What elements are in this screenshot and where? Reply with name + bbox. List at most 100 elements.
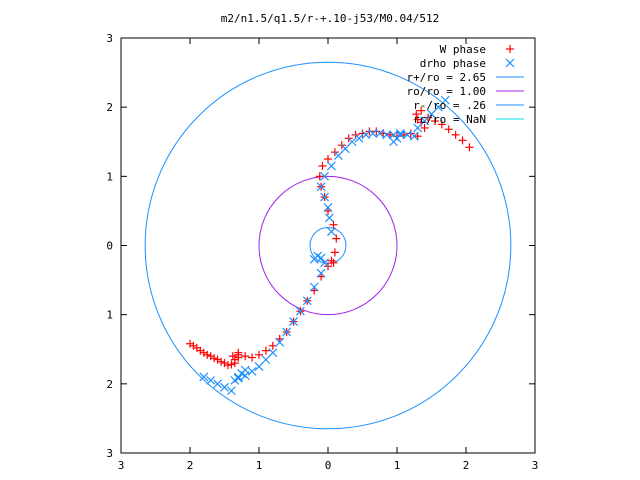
marker-stroke (309, 282, 319, 292)
drho-phase-point (440, 95, 450, 105)
marker-stroke (433, 102, 443, 112)
x-tick-label: 1 (394, 459, 401, 472)
drho-phase-point (333, 151, 343, 161)
w-phase-point (318, 161, 327, 170)
marker-stroke (440, 95, 450, 105)
marker-stroke (316, 253, 326, 263)
drho-phase-point (427, 109, 436, 119)
w-phase-point (412, 110, 421, 119)
x-tick-label: 3 (118, 459, 125, 472)
marker-stroke (382, 130, 392, 140)
marker-stroke (347, 137, 357, 147)
w-phase-point (372, 127, 381, 136)
w-phase-point (451, 130, 460, 139)
y-tick-label: 3 (106, 447, 113, 460)
w-phase-point (248, 353, 257, 362)
legend-label: rc/ro = NaN (413, 113, 486, 126)
x-tick-label: 3 (532, 459, 539, 472)
y-tick-labels: 3 2 1 0 1 2 3 (106, 32, 113, 460)
drho-phase-point (396, 129, 405, 138)
drho-phase-point (240, 371, 250, 380)
w-phase-point (220, 359, 229, 368)
marker-stroke (275, 337, 285, 347)
drho-phase-point (268, 348, 278, 358)
marker-stroke (389, 137, 398, 147)
marker-stroke (247, 366, 257, 376)
w-phase-point (210, 354, 219, 363)
circle-curve (258, 175, 398, 316)
marker-stroke (206, 375, 216, 385)
w-phase-point (458, 136, 467, 145)
w-phase-point (223, 361, 232, 370)
marker-stroke (316, 268, 326, 278)
drho-phase-point (320, 258, 329, 268)
drho-phase-point (382, 130, 392, 140)
drho-phase-point (247, 366, 257, 376)
w-phase-point (234, 350, 243, 359)
w-phase-point (189, 341, 198, 350)
marker-stroke (340, 144, 350, 154)
w-phase-point (230, 359, 239, 368)
marker-stroke (289, 317, 298, 327)
drho-phase-point (420, 116, 430, 126)
x-tick-label: 1 (256, 459, 263, 472)
w-phase-point (315, 172, 324, 181)
marker-stroke (375, 129, 385, 138)
drho-phase-point (316, 182, 326, 192)
drho-phase-point (375, 129, 385, 138)
circle-curve (144, 61, 512, 430)
y-tick-label: 3 (106, 32, 113, 45)
marker-stroke (505, 58, 515, 68)
w-phase-point (196, 346, 205, 355)
x-tick-label: 0 (325, 459, 332, 472)
y-tick-label: 2 (106, 101, 113, 114)
marker-stroke (427, 109, 436, 119)
drho-phase-point (213, 379, 223, 389)
w-phase-point (261, 346, 270, 355)
marker-stroke (213, 379, 223, 389)
w-phase-point (228, 352, 237, 361)
legend-label: ro/ro = 1.00 (407, 85, 486, 98)
w-phase-point (206, 352, 215, 361)
drho-phase-point (361, 130, 371, 140)
w-phase-point (255, 350, 263, 359)
drho-phase-point (261, 355, 271, 365)
drho-phase-point (295, 306, 305, 316)
marker-stroke (199, 372, 209, 382)
marker-stroke (420, 116, 430, 126)
drho-phase-point (302, 296, 312, 306)
drho-phase-point (354, 133, 364, 143)
legend-label: drho phase (420, 57, 486, 70)
marker-stroke (261, 355, 271, 365)
legend-label: W phase (440, 43, 486, 56)
w-phase-point (329, 220, 338, 229)
w-phase-point (437, 120, 446, 129)
marker-stroke (320, 192, 329, 202)
drho-phase-point (324, 213, 334, 223)
drho-phase-point (289, 317, 298, 327)
w-phase-point (465, 143, 474, 152)
drho-phase-point (199, 372, 209, 382)
marker-stroke (402, 130, 412, 140)
drho-phase-point (433, 102, 443, 112)
y-tick-label: 1 (106, 309, 113, 322)
marker-stroke (327, 227, 336, 237)
y-tick-label: 2 (106, 378, 113, 391)
w-phase-point (420, 123, 429, 132)
marker-stroke (220, 382, 229, 392)
drho-phase-point (327, 161, 336, 171)
marker-stroke (240, 371, 250, 380)
drho-phase-point (413, 123, 423, 133)
drho-phase-point (389, 137, 398, 147)
drho-phase-point (309, 282, 319, 292)
drho-phase-point (220, 382, 229, 392)
w-phase-point (213, 355, 222, 364)
marker-stroke (268, 348, 278, 358)
drho-phase-point (320, 192, 329, 202)
x-tick-label: 2 (187, 459, 194, 472)
legend-label: r-/ro = .26 (413, 99, 486, 112)
marker-stroke (309, 254, 319, 264)
w-phase-point (444, 125, 453, 134)
